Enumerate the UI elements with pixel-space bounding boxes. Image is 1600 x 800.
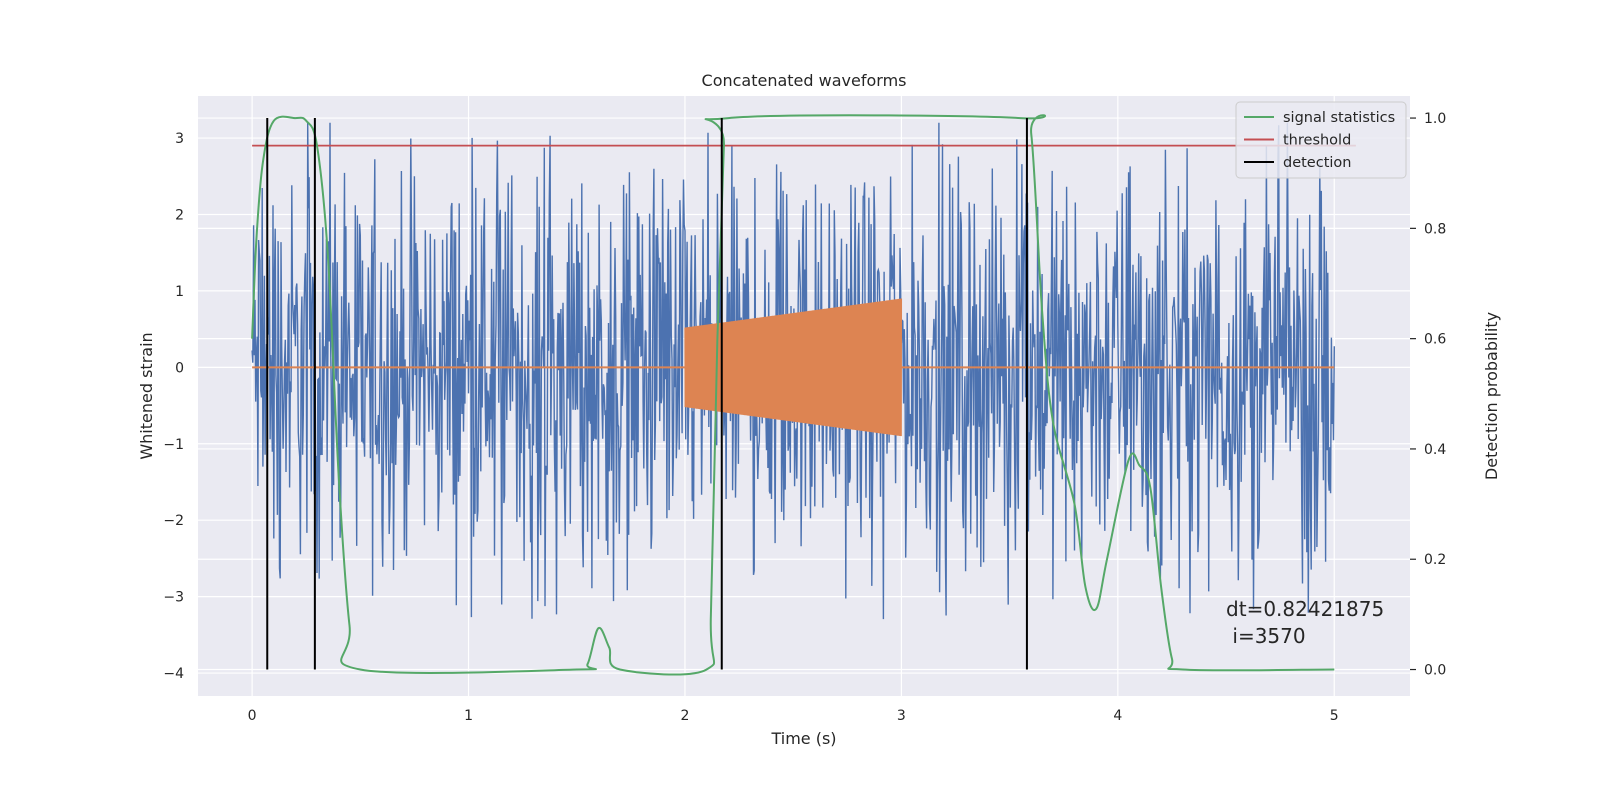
y-tick-label: 0 <box>175 360 184 376</box>
legend-label: detection <box>1283 155 1351 171</box>
legend-box <box>1235 101 1407 179</box>
y2-tick-label: 0.4 <box>1424 442 1446 458</box>
signal-statistics-line <box>251 114 1335 676</box>
x-tick-label: 2 <box>681 708 690 724</box>
y-tick-label: −3 <box>163 590 184 606</box>
y-tick-label: −4 <box>163 666 184 682</box>
x-tick-label: 0 <box>248 708 257 724</box>
annotation-line: i=3570 <box>1226 624 1306 648</box>
series-layer <box>251 114 1356 676</box>
y2-tick-label: 0.0 <box>1424 663 1446 679</box>
annotation-line: dt=0.82421875 <box>1226 597 1384 621</box>
y-tick-label: −2 <box>163 513 184 529</box>
legend: signal statistics threshold detection <box>1235 101 1407 179</box>
y2-tick-label: 1.0 <box>1424 111 1446 127</box>
y-axis-label: Whitened strain <box>137 332 156 459</box>
y-tick-label: −1 <box>163 437 184 453</box>
axes-layer: 0 1 2 3 4 5 −4 −3 −2 −1 0 1 2 3 0.0 0.2 0.4 0.6 0.8 1.0 <box>163 111 1446 724</box>
y-tick-label: 3 <box>175 131 184 147</box>
y2-tick-label: 0.2 <box>1424 552 1446 568</box>
y2-axis-label: Detection probability <box>1482 312 1501 480</box>
y-tick-label: 2 <box>175 207 184 223</box>
x-axis-label: Time (s) <box>770 729 836 748</box>
y2-tick-label: 0.6 <box>1424 332 1446 348</box>
x-tick-label: 3 <box>897 708 906 724</box>
y2-tick-label: 0.8 <box>1424 221 1446 237</box>
annotation: dt=0.82421875 i=3570 <box>1226 597 1384 648</box>
legend-label: signal statistics <box>1283 110 1395 126</box>
x-tick-label: 5 <box>1330 708 1339 724</box>
y-tick-label: 1 <box>175 284 184 300</box>
chart-title: Concatenated waveforms <box>702 71 907 90</box>
x-tick-label: 4 <box>1113 708 1122 724</box>
legend-label: threshold <box>1283 133 1351 149</box>
x-tick-label: 1 <box>464 708 473 724</box>
